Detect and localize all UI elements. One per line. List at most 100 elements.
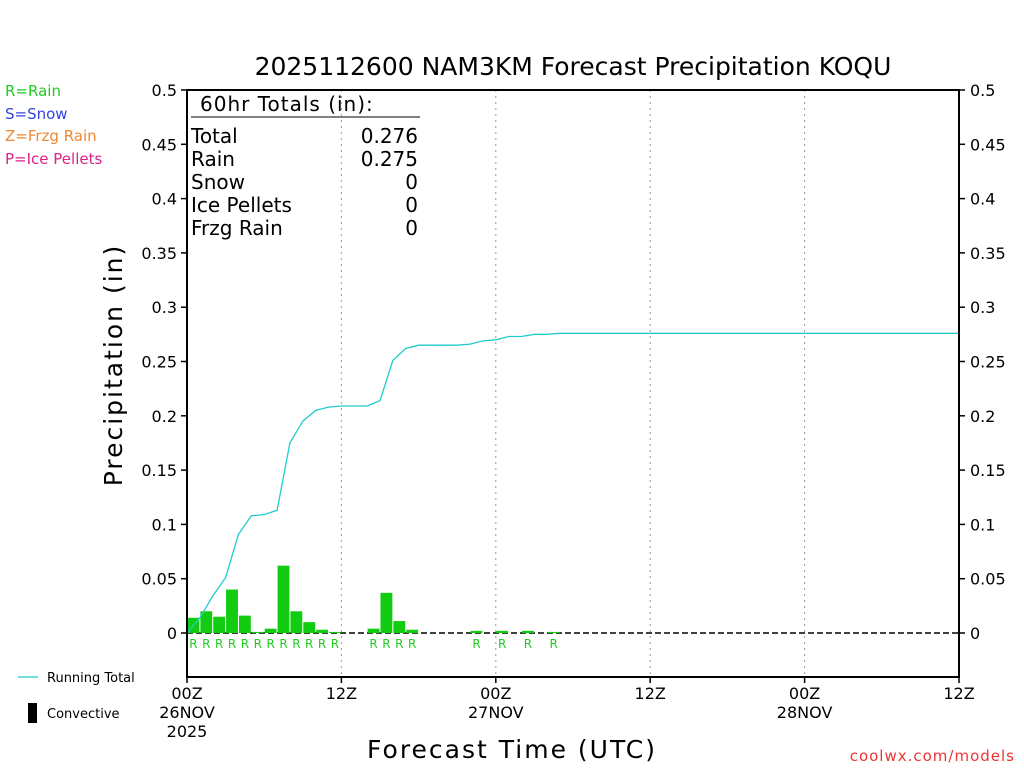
precip-bar <box>316 629 329 633</box>
x-tick-label: 00Z <box>789 684 820 703</box>
y-tick-label: 0 <box>167 624 177 643</box>
totals-value-snow: 0 <box>405 170 418 194</box>
x-tick-label: 00Z <box>480 684 511 703</box>
precip-type-label: R <box>498 637 506 651</box>
totals-value-rain: 0.275 <box>361 147 418 171</box>
precip-type-label: R <box>202 637 210 651</box>
y-tick-label-right: 0.3 <box>970 298 995 317</box>
precip-bar <box>277 565 290 633</box>
precip-bar <box>393 621 406 633</box>
y-axis-ticks: 0 00.05 0.050.1 0.10.15 0.150.2 0.20.25 0.250.… <box>141 81 1005 643</box>
precip-bar <box>264 628 277 633</box>
y-tick-label-right: 0.35 <box>970 244 1006 263</box>
precip-type-label: R <box>524 637 532 651</box>
x-tick-label: 12Z <box>943 684 974 703</box>
precip-type-label: R <box>395 637 403 651</box>
y-tick-label: 0.45 <box>141 135 177 154</box>
precip-bar <box>470 630 483 633</box>
y-tick-label: 0.3 <box>152 298 177 317</box>
precip-bar <box>303 622 316 633</box>
precip-type-label: R <box>331 637 339 651</box>
y-tick-label-right: 0.05 <box>970 570 1006 589</box>
precip-type-label: R <box>266 637 274 651</box>
y-tick-label-right: 0.45 <box>970 135 1006 154</box>
precip-bar <box>251 631 264 633</box>
totals-label-snow: Snow <box>191 170 245 194</box>
y-tick-label-right: 0.15 <box>970 461 1006 480</box>
legend-ice-pellets: P=Ice Pellets <box>5 150 102 168</box>
legend-rain: R=Rain <box>5 82 61 100</box>
precip-type-label: R <box>369 637 377 651</box>
y-tick-label-right: 0 <box>970 624 980 643</box>
legend-snow: S=Snow <box>5 105 68 123</box>
y-tick-label-right: 0.1 <box>970 515 995 534</box>
y-tick-label: 0.4 <box>152 190 177 209</box>
y-tick-label: 0.35 <box>141 244 177 263</box>
y-tick-label: 0.05 <box>141 570 177 589</box>
x-tick-label: 12Z <box>326 684 357 703</box>
totals-header: 60hr Totals (in): <box>200 92 374 116</box>
x-tick-label: 2025 <box>167 722 208 741</box>
totals-value-frzg-rain: 0 <box>405 216 418 240</box>
totals-value-ice-pellets: 0 <box>405 193 418 217</box>
totals-label-total: Total <box>190 124 238 148</box>
precip-type-label: R <box>382 637 390 651</box>
x-tick-label: 26NOV <box>159 703 215 722</box>
precip-type-label: R <box>254 637 262 651</box>
precip-type-label: R <box>292 637 300 651</box>
totals-label-frzg-rain: Frzg Rain <box>191 216 283 240</box>
y-axis-label: Precipitation (in) <box>99 244 128 487</box>
y-tick-label: 0.15 <box>141 461 177 480</box>
precip-type-label: R <box>305 637 313 651</box>
legend-running-total: Running Total <box>47 671 135 686</box>
totals-box: 60hr Totals (in): Total 0.276 Rain 0.275… <box>190 92 420 240</box>
y-tick-label: 0.2 <box>152 407 177 426</box>
precip-bar <box>496 630 509 633</box>
chart-title: 2025112600 NAM3KM Forecast Precipitation… <box>255 52 892 81</box>
precip-bar <box>238 615 251 633</box>
totals-label-ice-pellets: Ice Pellets <box>191 193 292 217</box>
credit-text: coolwx.com/models <box>850 747 1015 765</box>
y-tick-label-right: 0.4 <box>970 190 995 209</box>
totals-value-total: 0.276 <box>361 124 418 148</box>
plot-frame <box>186 89 960 678</box>
precip-type-label: R <box>228 637 236 651</box>
precip-bar <box>213 616 226 633</box>
precip-bar <box>329 631 341 633</box>
x-tick-label: 28NOV <box>777 703 833 722</box>
y-tick-label-right: 0.25 <box>970 353 1006 372</box>
x-tick-label: 12Z <box>635 684 666 703</box>
precip-bar <box>522 630 534 633</box>
precip-bar <box>290 611 303 633</box>
precip-bar <box>406 629 419 633</box>
y-tick-label-right: 0.2 <box>970 407 995 426</box>
precip-bar <box>200 611 213 633</box>
legend-convective: Convective <box>47 707 120 722</box>
totals-label-rain: Rain <box>191 147 235 171</box>
precip-type-label: R <box>189 637 197 651</box>
precip-type-legend: R=Rain S=Snow Z=Frzg Rain P=Ice Pellets <box>5 82 102 168</box>
convective-legend-swatch <box>28 703 37 723</box>
legend-freezing-rain: Z=Frzg Rain <box>5 127 97 145</box>
precip-bar <box>367 628 380 633</box>
y-tick-label: 0.5 <box>152 81 177 100</box>
x-tick-label: 00Z <box>171 684 202 703</box>
y-tick-label-right: 0.5 <box>970 81 995 100</box>
precip-type-label: R <box>550 637 558 651</box>
precip-type-label: R <box>215 637 223 651</box>
x-tick-label: 27NOV <box>468 703 524 722</box>
precip-type-label: R <box>241 637 249 651</box>
precip-type-label: R <box>472 637 480 651</box>
vertical-gridlines <box>340 90 806 677</box>
precip-bar <box>547 631 560 633</box>
series-legend: Running Total Convective <box>18 671 135 723</box>
y-tick-label: 0.1 <box>152 515 177 534</box>
precip-bar <box>226 589 238 633</box>
running-total-line <box>186 332 959 634</box>
x-axis-label: Forecast Time (UTC) <box>367 735 657 764</box>
y-tick-label: 0.25 <box>141 353 177 372</box>
precip-type-label: R <box>279 637 287 651</box>
